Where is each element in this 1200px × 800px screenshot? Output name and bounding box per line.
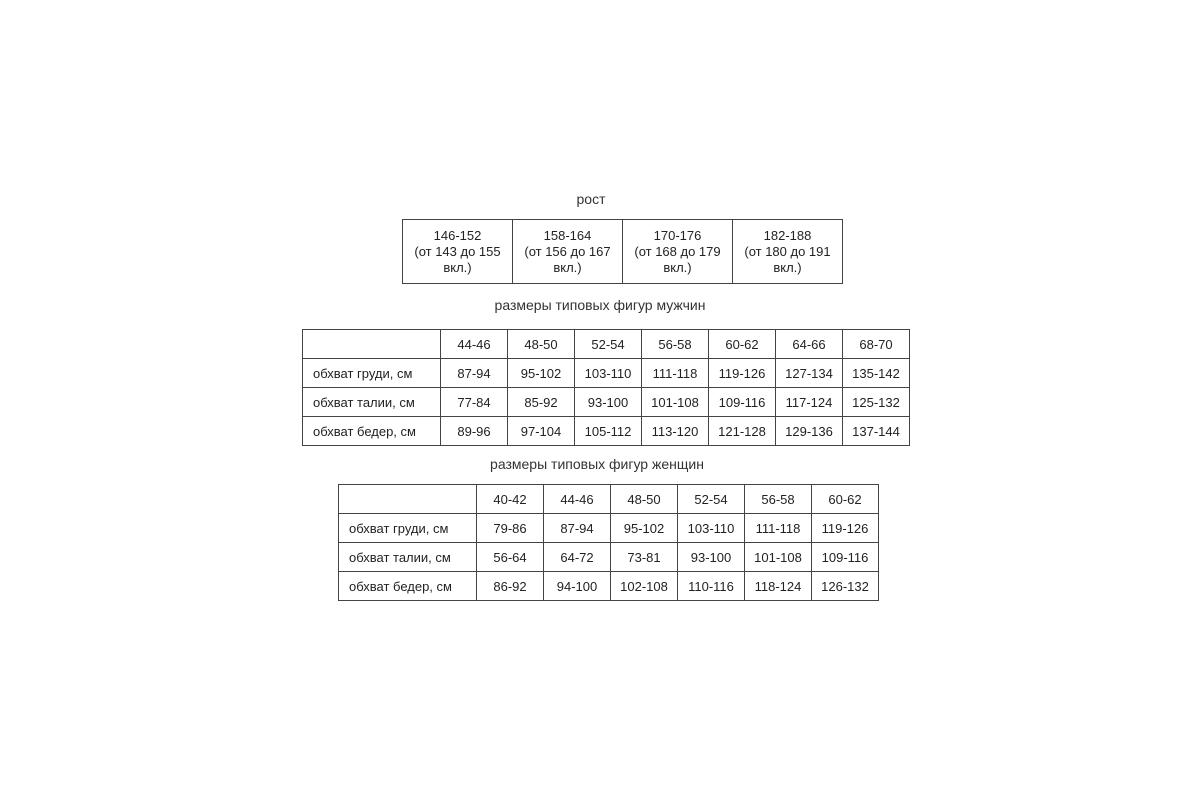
measure-cell: 127-134 xyxy=(775,358,843,388)
measure-cell: 110-116 xyxy=(677,571,745,601)
size-header: 56-58 xyxy=(641,329,709,359)
measure-cell: 86-92 xyxy=(476,571,544,601)
measure-cell: 113-120 xyxy=(641,416,709,446)
header-row: 40-42 44-46 48-50 52-54 56-58 60-62 xyxy=(338,484,879,514)
measure-cell: 64-72 xyxy=(543,542,611,572)
row-label: обхват бедер, см xyxy=(302,416,441,446)
measure-cell: 111-118 xyxy=(641,358,709,388)
measure-cell: 109-116 xyxy=(811,542,879,572)
measure-cell: 87-94 xyxy=(440,358,508,388)
measure-cell: 101-108 xyxy=(641,387,709,417)
height-note: (от 180 до 191 вкл.) xyxy=(744,243,831,275)
header-row: 44-46 48-50 52-54 56-58 60-62 64-66 68-70 xyxy=(302,329,910,359)
size-header: 40-42 xyxy=(476,484,544,514)
men-title: размеры типовых фигур мужчин xyxy=(494,297,706,313)
size-header: 44-46 xyxy=(543,484,611,514)
height-note: (от 168 до 179 вкл.) xyxy=(634,243,721,275)
measure-cell: 94-100 xyxy=(543,571,611,601)
measure-cell: 117-124 xyxy=(775,387,843,417)
table-row: обхват бедер, см 89-96 97-104 105-112 113-12… xyxy=(302,416,910,446)
height-row: 146-152 (от 143 до 155 вкл.) 158-164 (от 15… xyxy=(402,219,843,284)
size-header: 48-50 xyxy=(610,484,678,514)
row-label: обхват бедер, см xyxy=(338,571,477,601)
measure-cell: 129-136 xyxy=(775,416,843,446)
size-header: 52-54 xyxy=(677,484,745,514)
measure-cell: 105-112 xyxy=(574,416,642,446)
measure-cell: 119-126 xyxy=(708,358,776,388)
measure-cell: 103-110 xyxy=(574,358,642,388)
measure-cell: 97-104 xyxy=(507,416,575,446)
size-header: 56-58 xyxy=(744,484,812,514)
measure-cell: 89-96 xyxy=(440,416,508,446)
empty-header-cell xyxy=(338,484,477,514)
height-cell: 170-176 (от 168 до 179 вкл.) xyxy=(622,219,733,284)
table-row: обхват груди, см 79-86 87-94 95-102 103-110 1… xyxy=(338,513,879,543)
size-header: 68-70 xyxy=(842,329,910,359)
measure-cell: 87-94 xyxy=(543,513,611,543)
measure-cell: 93-100 xyxy=(574,387,642,417)
measure-cell: 111-118 xyxy=(744,513,812,543)
measure-cell: 73-81 xyxy=(610,542,678,572)
table-row: обхват груди, см 87-94 95-102 103-110 111-11… xyxy=(302,358,910,388)
measure-cell: 103-110 xyxy=(677,513,745,543)
size-header: 48-50 xyxy=(507,329,575,359)
height-cell: 146-152 (от 143 до 155 вкл.) xyxy=(402,219,513,284)
measure-cell: 125-132 xyxy=(842,387,910,417)
size-header: 60-62 xyxy=(811,484,879,514)
measure-cell: 95-102 xyxy=(610,513,678,543)
table-row: обхват талии, см 56-64 64-72 73-81 93-100 101… xyxy=(338,542,879,572)
table-row: обхват бедер, см 86-92 94-100 102-108 110-11… xyxy=(338,571,879,601)
height-title: рост xyxy=(576,191,606,207)
empty-header-cell xyxy=(302,329,441,359)
women-title: размеры типовых фигур женщин xyxy=(490,456,704,472)
row-label: обхват груди, см xyxy=(338,513,477,543)
measure-cell: 137-144 xyxy=(842,416,910,446)
height-range: 170-176 xyxy=(653,227,702,243)
height-note: (от 143 до 155 вкл.) xyxy=(414,243,501,275)
measure-cell: 95-102 xyxy=(507,358,575,388)
table-row: обхват талии, см 77-84 85-92 93-100 101-108 1… xyxy=(302,387,910,417)
women-size-table: 40-42 44-46 48-50 52-54 56-58 60-62 обхват гру… xyxy=(338,484,879,601)
height-table: 146-152 (от 143 до 155 вкл.) 158-164 (от 15… xyxy=(402,219,843,284)
height-cell: 182-188 (от 180 до 191 вкл.) xyxy=(732,219,843,284)
size-header: 60-62 xyxy=(708,329,776,359)
height-range: 182-188 xyxy=(763,227,812,243)
row-label: обхват талии, см xyxy=(338,542,477,572)
row-label: обхват талии, см xyxy=(302,387,441,417)
measure-cell: 102-108 xyxy=(610,571,678,601)
measure-cell: 118-124 xyxy=(744,571,812,601)
measure-cell: 121-128 xyxy=(708,416,776,446)
measure-cell: 77-84 xyxy=(440,387,508,417)
measure-cell: 93-100 xyxy=(677,542,745,572)
measure-cell: 126-132 xyxy=(811,571,879,601)
height-range: 146-152 xyxy=(433,227,482,243)
size-header: 64-66 xyxy=(775,329,843,359)
men-size-table: 44-46 48-50 52-54 56-58 60-62 64-66 68-70 обхва… xyxy=(302,329,910,446)
measure-cell: 56-64 xyxy=(476,542,544,572)
measure-cell: 135-142 xyxy=(842,358,910,388)
height-cell: 158-164 (от 156 до 167 вкл.) xyxy=(512,219,623,284)
size-header: 52-54 xyxy=(574,329,642,359)
measure-cell: 109-116 xyxy=(708,387,776,417)
height-range: 158-164 xyxy=(543,227,592,243)
measure-cell: 79-86 xyxy=(476,513,544,543)
height-note: (от 156 до 167 вкл.) xyxy=(524,243,611,275)
measure-cell: 101-108 xyxy=(744,542,812,572)
size-header: 44-46 xyxy=(440,329,508,359)
row-label: обхват груди, см xyxy=(302,358,441,388)
measure-cell: 119-126 xyxy=(811,513,879,543)
measure-cell: 85-92 xyxy=(507,387,575,417)
